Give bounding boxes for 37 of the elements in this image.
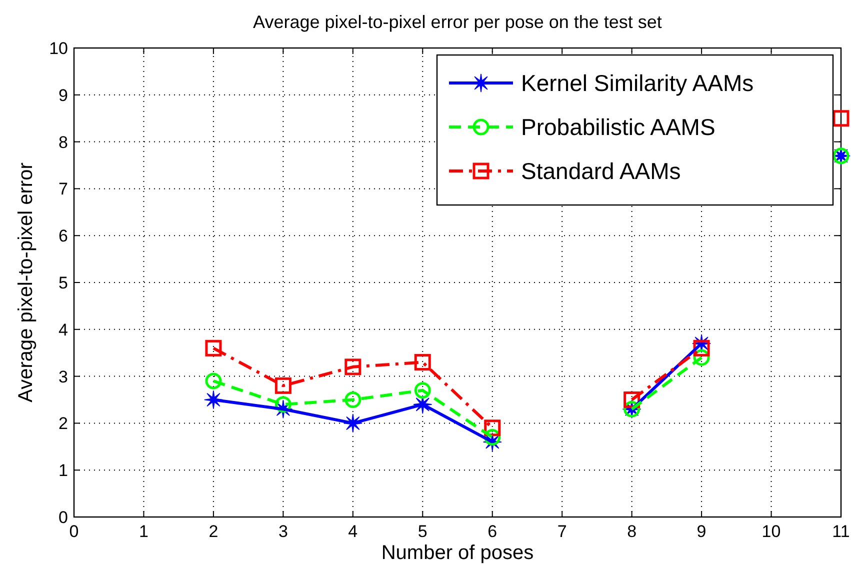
point xyxy=(344,392,362,408)
x-tick-label: 9 xyxy=(696,522,706,541)
x-axis-title: Number of poses xyxy=(381,542,534,564)
x-tick-label: 1 xyxy=(138,522,148,541)
y-tick-label: 3 xyxy=(58,367,68,386)
x-tick-label: 6 xyxy=(488,522,498,541)
x-tick-label: 11 xyxy=(832,522,850,541)
chart-title: Average pixel-to-pixel error per pose on the test set xyxy=(253,12,662,32)
point xyxy=(414,354,431,370)
point xyxy=(414,382,431,399)
legend-label: Kernel Similarity AAMs xyxy=(521,70,754,96)
point xyxy=(205,340,222,356)
y-tick-label: 5 xyxy=(58,274,68,292)
y-tick-label: 1 xyxy=(58,461,68,480)
legend-label: Standard AAMs xyxy=(521,158,681,184)
y-tick-label: 2 xyxy=(58,414,68,434)
point xyxy=(274,377,292,394)
y-tick-label: 9 xyxy=(58,86,68,105)
x-tick-label: 4 xyxy=(348,522,358,541)
point xyxy=(344,358,362,376)
y-axis-title: Average pixel-to-pixel error xyxy=(15,162,37,402)
x-tick-label: 5 xyxy=(418,522,428,541)
x-tick-label: 3 xyxy=(278,522,288,541)
y-tick-label: 8 xyxy=(58,132,68,152)
x-tick-label: 10 xyxy=(762,522,781,541)
y-tick-label: 7 xyxy=(58,180,68,199)
point xyxy=(693,340,710,356)
y-tick-label: 10 xyxy=(49,39,68,58)
y-tick-label: 4 xyxy=(58,320,68,340)
x-tick-label: 7 xyxy=(557,522,567,541)
x-tick-label: 2 xyxy=(208,522,218,541)
point xyxy=(832,110,850,127)
x-tick-label: 8 xyxy=(627,522,637,541)
y-tick-label: 6 xyxy=(58,226,68,246)
point xyxy=(205,372,222,390)
y-tick-label: 0 xyxy=(58,508,68,527)
legend-label: Probabilistic AAMS xyxy=(521,114,716,140)
